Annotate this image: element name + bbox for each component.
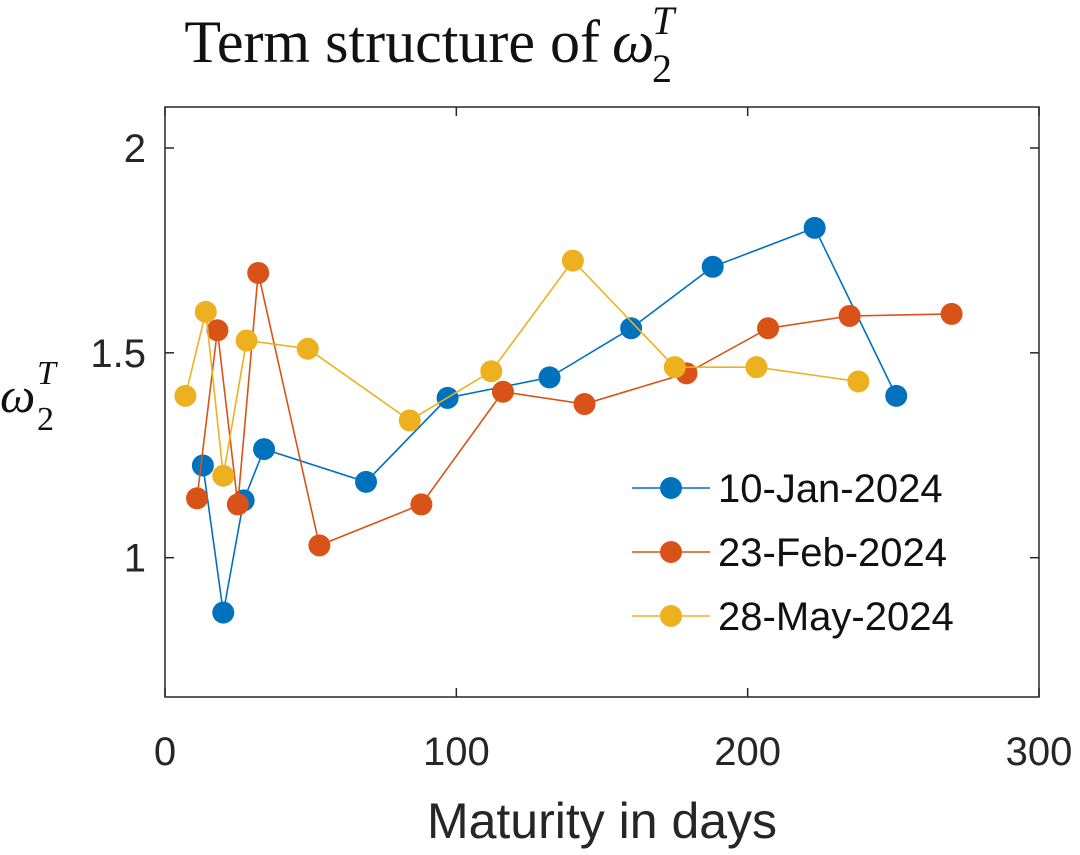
title-omega-subscript: 2 <box>652 46 672 91</box>
y-label-subscript: 2 <box>37 401 54 438</box>
y-tick-label: 2 <box>124 127 146 171</box>
data-point <box>940 302 963 325</box>
data-point <box>410 493 433 516</box>
title-omega-symbol: ω <box>612 9 654 75</box>
legend-entry: 23-Feb-2024 <box>632 531 947 575</box>
series-line <box>196 272 952 547</box>
chart-title-math: ω T 2 <box>612 0 677 91</box>
y-label-omega-symbol: ω <box>0 367 35 423</box>
data-point <box>206 319 229 342</box>
data-point <box>491 380 514 403</box>
x-tick-label: 100 <box>423 730 490 774</box>
data-point <box>480 360 503 383</box>
y-tick-label: 1 <box>124 537 146 581</box>
data-point <box>561 249 584 272</box>
data-point <box>701 255 724 278</box>
legend-entry: 28-May-2024 <box>632 595 954 639</box>
legend: 10-Jan-2024 23-Feb-2024 28-May-2024 <box>632 467 954 639</box>
legend-label: 28-May-2024 <box>718 595 954 639</box>
data-point <box>191 454 214 477</box>
data-point <box>212 464 235 487</box>
y-label-superscript: T <box>37 355 58 392</box>
data-point <box>194 300 217 323</box>
x-tick-label: 300 <box>1006 730 1073 774</box>
data-point <box>174 384 197 407</box>
x-tick-label: 0 <box>154 730 176 774</box>
legend-marker <box>660 541 682 563</box>
legend-label: 10-Jan-2024 <box>718 467 943 511</box>
data-point <box>538 366 561 389</box>
chart-title: Term structure of <box>184 9 600 75</box>
legend-marker <box>660 605 682 627</box>
chart-title-text: Term structure of <box>184 9 600 75</box>
series-layer <box>174 216 963 624</box>
legend-entry: 10-Jan-2024 <box>632 467 943 511</box>
data-point <box>803 216 826 239</box>
data-point <box>253 438 276 461</box>
legend-marker <box>660 477 682 499</box>
title-omega-superscript: T <box>652 0 677 43</box>
axes: 0 100 200 300 1 1.5 2 <box>90 107 1072 774</box>
data-point <box>885 384 908 407</box>
data-point <box>226 493 249 516</box>
data-point <box>398 409 421 432</box>
data-point <box>663 356 686 379</box>
y-tick-label: 1.5 <box>90 332 146 376</box>
y-axis-label: ω T 2 <box>0 355 58 438</box>
data-point <box>296 337 319 360</box>
data-point <box>745 356 768 379</box>
data-point <box>308 534 331 557</box>
data-point <box>757 317 780 340</box>
series-28-May-2024 <box>174 249 870 487</box>
legend-label: 23-Feb-2024 <box>718 531 947 575</box>
data-point <box>847 370 870 393</box>
data-point <box>573 393 596 416</box>
data-point <box>212 601 235 624</box>
data-point <box>355 470 378 493</box>
data-point <box>247 261 270 284</box>
data-point <box>620 317 643 340</box>
data-point <box>838 304 861 327</box>
x-axis-label: Maturity in days <box>427 793 777 849</box>
data-point <box>186 487 209 510</box>
data-point <box>235 329 258 352</box>
series-23-Feb-2024 <box>186 261 963 557</box>
x-tick-label: 200 <box>714 730 781 774</box>
